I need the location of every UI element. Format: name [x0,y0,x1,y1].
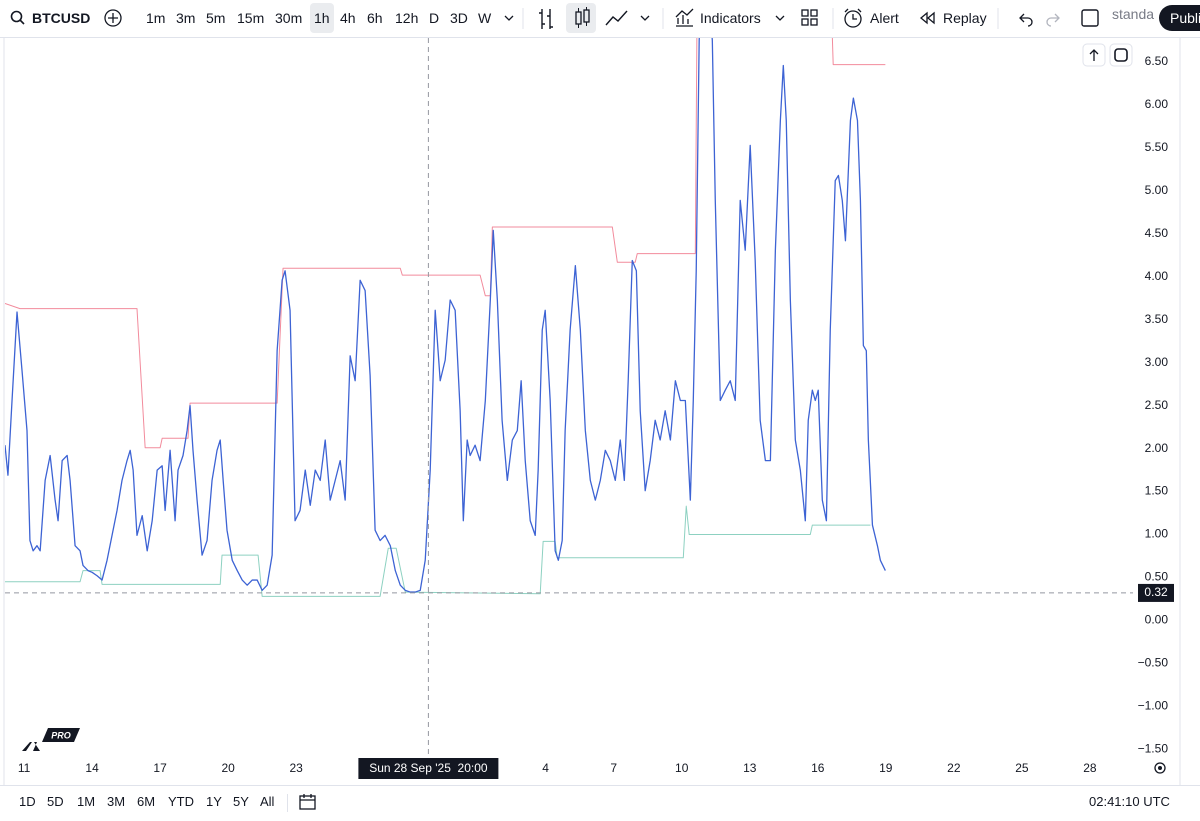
x-tick-label: 11 [18,761,31,775]
x-tick-label: 4 [542,761,549,775]
crosshair-price-label: 0.32 [1144,585,1168,599]
y-tick-label: −1.00 [1138,698,1169,712]
logo-badge [42,728,80,742]
x-tick-label: 28 [1083,761,1097,775]
active-interval-bg [310,3,334,33]
crosshair-time-label: Sun 28 Sep '25 20:00 [369,761,488,775]
x-tick-label: 25 [1015,761,1029,775]
publish-label[interactable]: Publi [1170,10,1200,26]
search-icon[interactable] [10,10,26,26]
y-tick-label: 4.00 [1145,269,1169,283]
logo-mark [17,742,40,751]
y-tick-label: 4.50 [1145,226,1169,240]
range-button[interactable]: 3M [107,794,126,809]
interval[interactable]: 5m [206,10,226,26]
toolbar-icons [504,7,1099,29]
interval[interactable]: W [478,10,492,26]
interval[interactable]: 12h [395,10,419,26]
range-button[interactable]: 1Y [206,794,222,809]
settings-icon[interactable] [1154,762,1166,774]
x-tick-label: 17 [153,761,167,775]
interval[interactable]: 1h [314,10,330,26]
interval[interactable]: 3D [450,10,468,26]
range-button[interactable]: All [260,794,275,809]
arrow-icon [1089,49,1099,61]
range-button[interactable]: 6M [137,794,156,809]
series-line [5,505,871,597]
x-tick-label: 23 [290,761,304,775]
y-tick-label: 1.00 [1145,527,1169,541]
clock: 02:41:10 UTC [1089,794,1170,809]
range-button[interactable]: 5Y [233,794,249,809]
interval[interactable]: 15m [237,10,265,26]
y-tick-label: 0.50 [1145,570,1169,584]
layout-name[interactable]: standa [1112,6,1155,22]
settings-icon-dot [1158,766,1162,770]
interval[interactable]: D [429,10,440,26]
range-button[interactable]: 5D [47,794,64,809]
interval[interactable]: 3m [176,10,196,26]
x-tick-label: 22 [947,761,961,775]
chart: PRO 6.50 6.00 5.50 5.00 4.50 4.00 3.50 3.00 2.50… [3,38,1181,785]
y-tick-label: 0.00 [1145,613,1169,627]
series-line [5,38,886,449]
logo-text: PRO [51,730,71,740]
y-tick-label: 2.00 [1145,441,1169,455]
y-tick-label: 2.50 [1145,398,1169,412]
y-tick-label: −0.50 [1138,656,1169,670]
bottom-separator [287,794,288,812]
interval[interactable]: 1m [146,10,166,26]
publish-button[interactable] [1159,5,1200,31]
x-tick-label: 20 [221,761,235,775]
x-tick-label: 7 [610,761,617,775]
interval[interactable]: 30m [275,10,303,26]
crosshair-time-box [358,758,499,779]
y-tick-label: −1.50 [1138,741,1169,755]
y-tick-label: 6.50 [1145,54,1169,68]
indicators[interactable]: Indicators [700,10,761,26]
bottom-bar: 02:41:10 UTC 1D 5D 1M 3M 6M YTD 1Y 5Y All [0,785,1200,821]
x-tick-label: 19 [879,761,893,775]
add-symbol[interactable] [103,8,123,28]
alert[interactable]: Alert [870,10,899,26]
goto-date-icon[interactable] [298,792,318,812]
y-tick-label: 5.00 [1145,183,1169,197]
fullscreen-icon [1114,48,1128,62]
x-tick-label: 10 [675,761,689,775]
y-tick-label: 6.00 [1145,97,1169,111]
y-tick-label: 1.50 [1145,484,1169,498]
interval[interactable]: 4h [340,10,356,26]
x-tick-label: 14 [85,761,99,775]
fullscreen-button[interactable] [1109,43,1133,67]
symbol[interactable]: BTCUSD [32,10,91,26]
replay[interactable]: Replay [943,10,987,26]
top-toolbar: BTCUSD standa Publi 1m 3m 5m 15m 30m 1h 4h 6h 12… [0,0,1200,38]
y-tick-label: 3.00 [1145,355,1169,369]
y-tick-label: 3.50 [1145,312,1169,326]
interval[interactable]: 6h [367,10,383,26]
x-tick-label: 13 [743,761,757,775]
x-tick-label: 16 [811,761,825,775]
crosshair-price-box [1138,583,1174,602]
range-button[interactable]: 1D [19,794,36,809]
range-button[interactable]: 1M [77,794,96,809]
range-button[interactable]: YTD [168,794,194,809]
series-line [5,38,886,593]
y-tick-label: 5.50 [1145,140,1169,154]
